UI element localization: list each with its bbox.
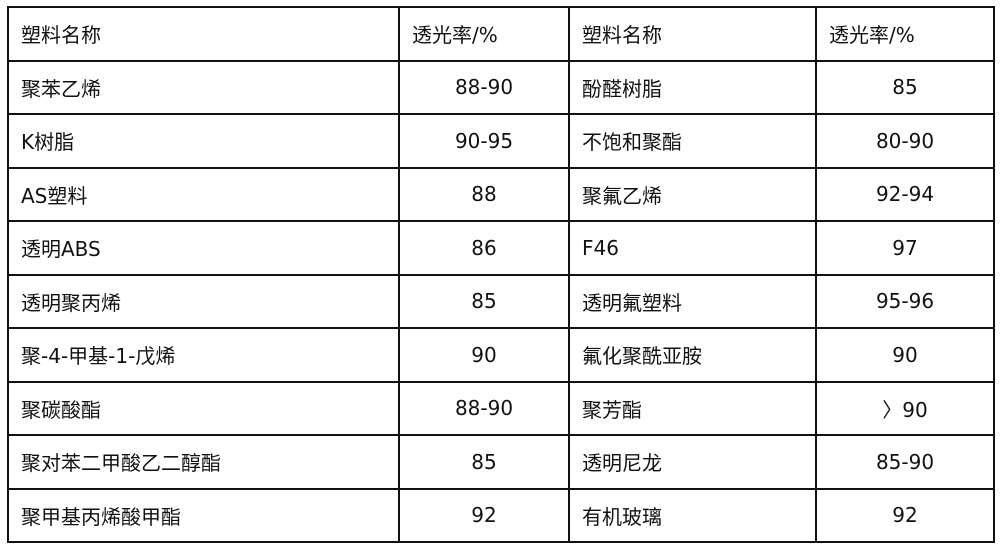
plastic-name-cell: 透明氟塑料 <box>568 273 817 329</box>
plastic-name-cell: 不饱和聚酯 <box>568 113 817 169</box>
transmittance-cell: 95-96 <box>815 273 995 329</box>
table-row: 聚对苯二甲酸乙二醇酯 85 透明尼龙 85-90 <box>7 434 995 490</box>
plastic-name-cell: 聚苯乙烯 <box>7 59 400 115</box>
transmittance-table: 塑料名称 透光率/% 塑料名称 透光率/% 聚苯乙烯 88-90 酚醛树脂 85 K树脂… <box>7 6 995 543</box>
plastic-name-cell: 聚对苯二甲酸乙二醇酯 <box>7 434 400 490</box>
plastic-name-cell: 聚碳酸酯 <box>7 380 400 436</box>
plastic-name-cell: 透明ABS <box>7 220 400 276</box>
plastic-name-cell: 酚醛树脂 <box>568 59 817 115</box>
transmittance-cell: 85 <box>398 273 570 329</box>
transmittance-cell: 85-90 <box>815 434 995 490</box>
plastic-name-cell: K树脂 <box>7 113 400 169</box>
table-row: 聚甲基丙烯酸甲酯 92 有机玻璃 92 <box>7 487 995 543</box>
plastic-name-cell: 聚甲基丙烯酸甲酯 <box>7 487 400 543</box>
plastic-name-cell: 透明尼龙 <box>568 434 817 490</box>
transmittance-cell: 92 <box>815 487 995 543</box>
plastic-name-cell: 聚芳酯 <box>568 380 817 436</box>
table-row: AS塑料 88 聚氟乙烯 92-94 <box>7 166 995 222</box>
transmittance-cell: 88-90 <box>398 380 570 436</box>
table-row: 聚-4-甲基-1-戊烯 90 氟化聚酰亚胺 90 <box>7 327 995 383</box>
plastic-name-cell: 聚氟乙烯 <box>568 166 817 222</box>
transmittance-cell: 90 <box>398 327 570 383</box>
table-row: 透明ABS 86 F46 97 <box>7 220 995 276</box>
transmittance-cell: 80-90 <box>815 113 995 169</box>
transmittance-cell: 85 <box>398 434 570 490</box>
plastic-name-cell: 透明聚丙烯 <box>7 273 400 329</box>
plastic-name-cell: 聚-4-甲基-1-戊烯 <box>7 327 400 383</box>
transmittance-cell: 92 <box>398 487 570 543</box>
plastic-name-cell: 氟化聚酰亚胺 <box>568 327 817 383</box>
table-row: 聚苯乙烯 88-90 酚醛树脂 85 <box>7 59 995 115</box>
transmittance-cell: 86 <box>398 220 570 276</box>
header-transmittance: 透光率/% <box>815 6 995 62</box>
transmittance-cell: 88 <box>398 166 570 222</box>
header-plastic-name: 塑料名称 <box>568 6 817 62</box>
plastic-name-cell: F46 <box>568 220 817 276</box>
header-transmittance: 透光率/% <box>398 6 570 62</box>
transmittance-cell: 97 <box>815 220 995 276</box>
header-plastic-name: 塑料名称 <box>7 6 400 62</box>
transmittance-cell: 85 <box>815 59 995 115</box>
transmittance-cell: 〉90 <box>815 380 995 436</box>
transmittance-cell: 90-95 <box>398 113 570 169</box>
table-row: 聚碳酸酯 88-90 聚芳酯 〉90 <box>7 380 995 436</box>
plastic-name-cell: 有机玻璃 <box>568 487 817 543</box>
transmittance-cell: 92-94 <box>815 166 995 222</box>
transmittance-cell: 90 <box>815 327 995 383</box>
header-row: 塑料名称 透光率/% 塑料名称 透光率/% <box>7 6 995 62</box>
table-row: K树脂 90-95 不饱和聚酯 80-90 <box>7 113 995 169</box>
plastic-name-cell: AS塑料 <box>7 166 400 222</box>
table-row: 透明聚丙烯 85 透明氟塑料 95-96 <box>7 273 995 329</box>
transmittance-cell: 88-90 <box>398 59 570 115</box>
